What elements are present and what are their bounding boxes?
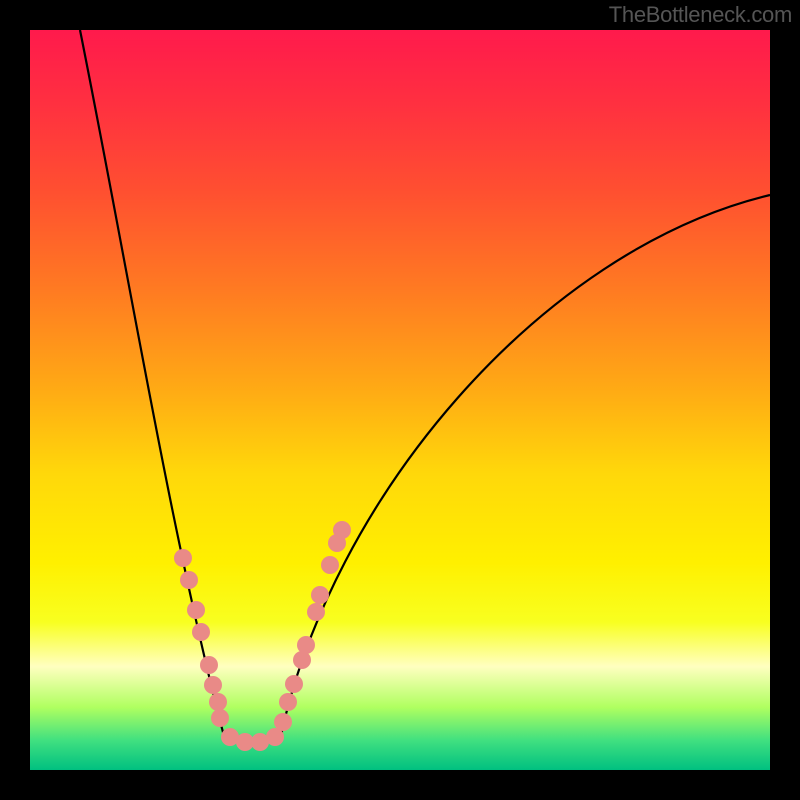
data-marker (333, 521, 351, 539)
plot-background (30, 30, 770, 770)
data-marker (200, 656, 218, 674)
data-marker (274, 713, 292, 731)
data-marker (211, 709, 229, 727)
data-marker (311, 586, 329, 604)
data-marker (321, 556, 339, 574)
data-marker (192, 623, 210, 641)
data-marker (204, 676, 222, 694)
data-marker (174, 549, 192, 567)
data-marker (180, 571, 198, 589)
data-marker (285, 675, 303, 693)
data-marker (279, 693, 297, 711)
data-marker (297, 636, 315, 654)
bottleneck-chart (0, 0, 800, 800)
data-marker (187, 601, 205, 619)
chart-container: TheBottleneck.com (0, 0, 800, 800)
data-marker (209, 693, 227, 711)
watermark-text: TheBottleneck.com (609, 2, 792, 28)
data-marker (307, 603, 325, 621)
